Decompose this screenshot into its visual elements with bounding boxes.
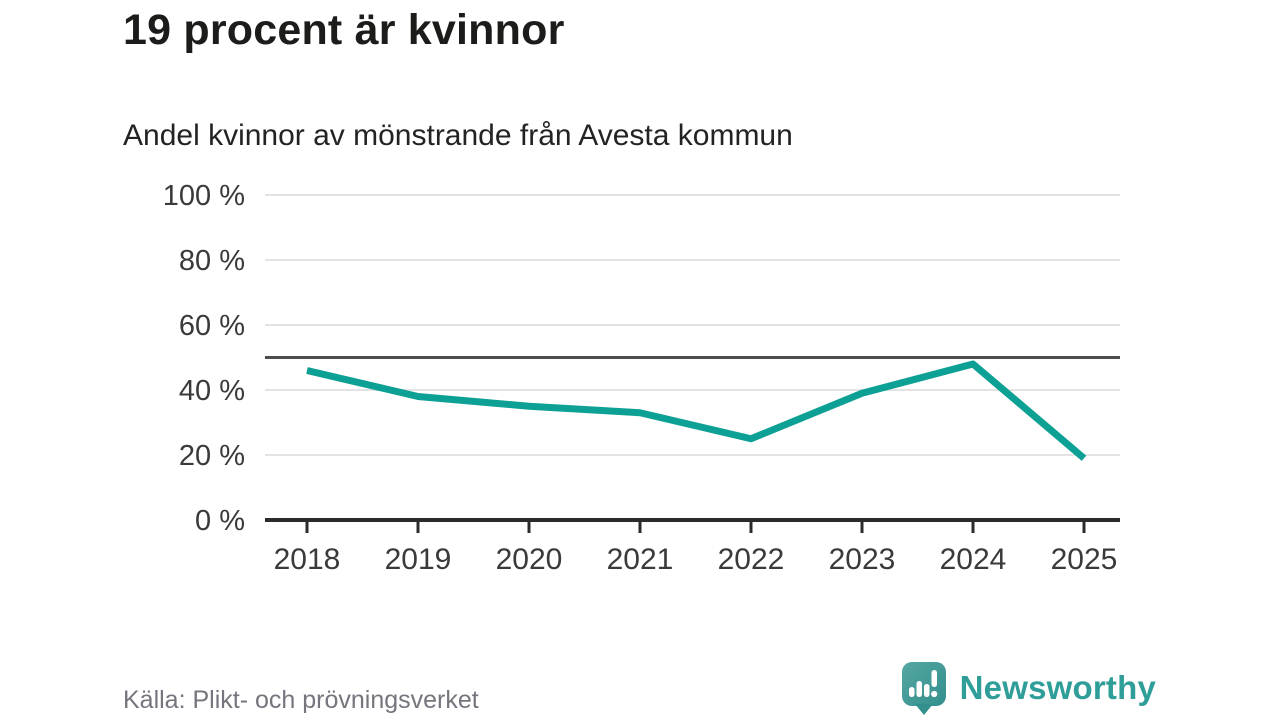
data-line — [306, 360, 1087, 461]
y-tick-label: 40 % — [179, 375, 245, 407]
line-chart: 0 % 20 % 40 % 60 % 80 % 100 % 2018 2019 2020 2021… — [163, 180, 1120, 576]
x-tick-label: 2018 — [274, 543, 341, 576]
bar-chart-bar — [908, 687, 915, 697]
x-tick-label: 2019 — [385, 543, 452, 576]
speech-bubble-tail — [914, 704, 933, 715]
exclamation-dot — [930, 690, 937, 698]
y-tick-label: 80 % — [179, 245, 245, 277]
x-tick-label: 2020 — [496, 543, 563, 576]
bar-chart-bar — [923, 684, 930, 697]
chart-subtitle: Andel kvinnor av mönstrande från Avesta … — [123, 119, 793, 152]
x-tick-label: 2021 — [607, 543, 674, 576]
newsworthy-logo: Newsworthy — [900, 660, 1156, 716]
exclamation-rod — [931, 670, 937, 687]
brand-name: Newsworthy — [959, 669, 1156, 706]
x-tick-label: 2023 — [829, 543, 896, 576]
x-tick-label: 2024 — [940, 543, 1007, 576]
bar-chart-bar — [916, 681, 922, 697]
speech-bubble-shape — [901, 662, 946, 706]
y-tick-label: 0 % — [195, 505, 245, 537]
y-tick-label: 100 % — [163, 180, 245, 212]
y-tick-label: 20 % — [179, 440, 245, 472]
source-note: Källa: Plikt- och prövningsverket — [123, 686, 479, 714]
chart-headline: 19 procent är kvinnor — [123, 6, 565, 54]
y-tick-label: 60 % — [179, 310, 245, 342]
x-tick-label: 2022 — [718, 543, 785, 576]
x-tick-label: 2025 — [1051, 543, 1118, 576]
newsworthy-logo-icon — [901, 662, 946, 715]
